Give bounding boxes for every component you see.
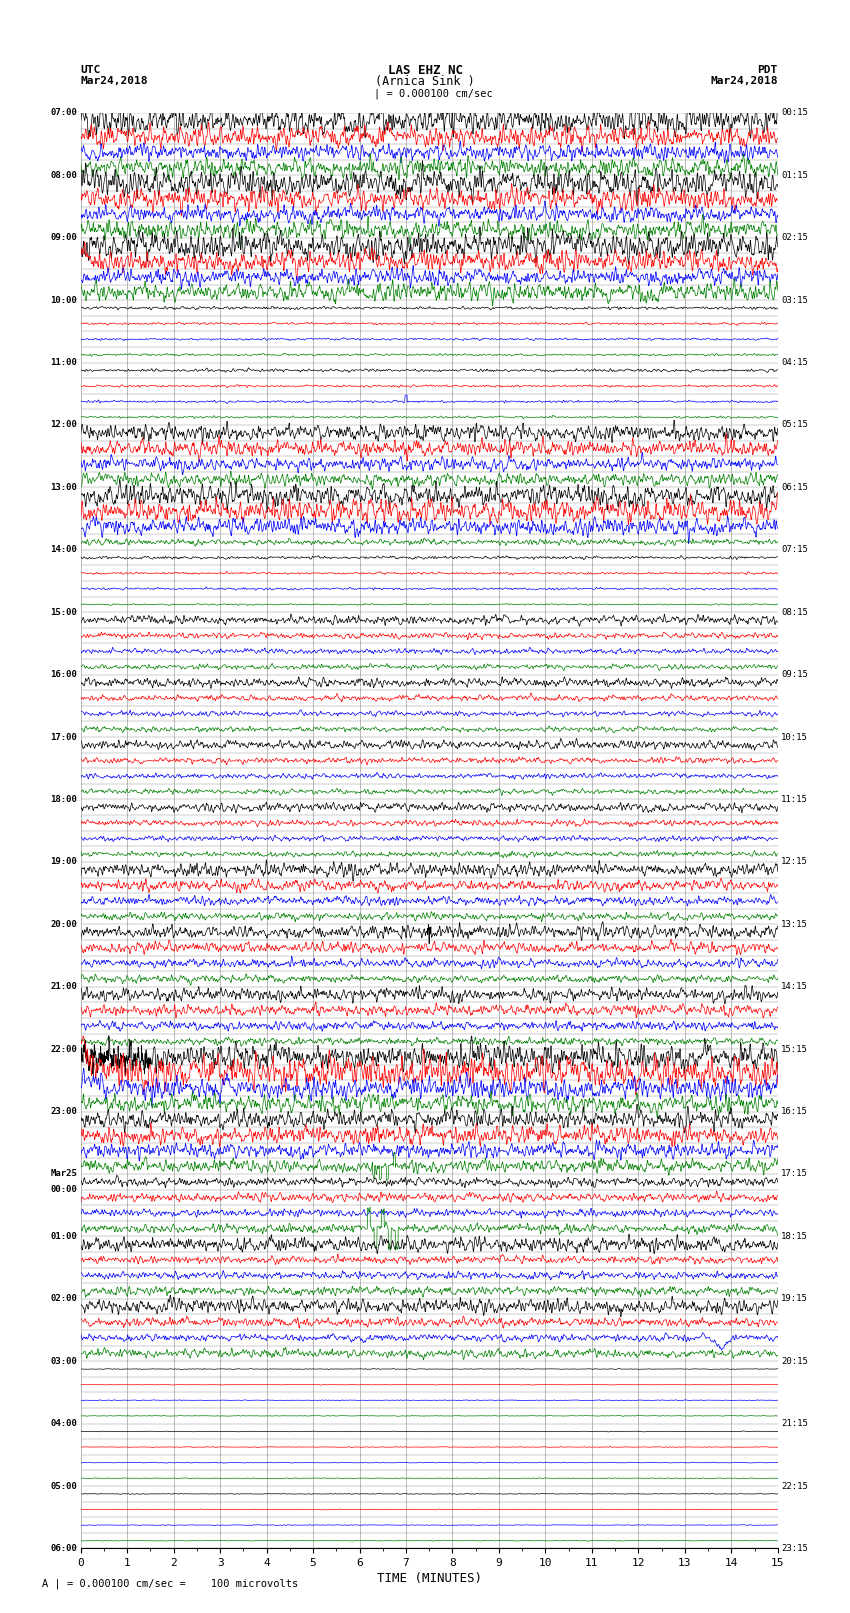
Text: 03:00: 03:00 <box>50 1357 77 1366</box>
Text: 07:15: 07:15 <box>781 545 808 555</box>
Text: 15:15: 15:15 <box>781 1045 808 1053</box>
Text: 20:15: 20:15 <box>781 1357 808 1366</box>
Text: 06:00: 06:00 <box>50 1544 77 1553</box>
Text: LAS EHZ NC: LAS EHZ NC <box>388 63 462 77</box>
Text: 13:15: 13:15 <box>781 919 808 929</box>
Text: 22:15: 22:15 <box>781 1482 808 1490</box>
Text: 12:00: 12:00 <box>50 421 77 429</box>
Text: 16:15: 16:15 <box>781 1107 808 1116</box>
Text: 01:15: 01:15 <box>781 171 808 179</box>
Text: 01:00: 01:00 <box>50 1232 77 1240</box>
Text: 11:00: 11:00 <box>50 358 77 368</box>
Text: 16:00: 16:00 <box>50 669 77 679</box>
Text: 05:00: 05:00 <box>50 1482 77 1490</box>
Text: 04:00: 04:00 <box>50 1419 77 1428</box>
Text: 11:15: 11:15 <box>781 795 808 803</box>
Text: 14:15: 14:15 <box>781 982 808 992</box>
Text: 19:15: 19:15 <box>781 1294 808 1303</box>
Text: 17:00: 17:00 <box>50 732 77 742</box>
Text: 09:00: 09:00 <box>50 234 77 242</box>
Text: 02:15: 02:15 <box>781 234 808 242</box>
Text: 20:00: 20:00 <box>50 919 77 929</box>
Text: 05:15: 05:15 <box>781 421 808 429</box>
Text: 21:15: 21:15 <box>781 1419 808 1428</box>
X-axis label: TIME (MINUTES): TIME (MINUTES) <box>377 1573 482 1586</box>
Text: 21:00: 21:00 <box>50 982 77 992</box>
Text: 22:00: 22:00 <box>50 1045 77 1053</box>
Text: 00:15: 00:15 <box>781 108 808 118</box>
Text: 13:00: 13:00 <box>50 482 77 492</box>
Text: 02:00: 02:00 <box>50 1294 77 1303</box>
Text: UTC: UTC <box>81 65 101 76</box>
Text: 07:00: 07:00 <box>50 108 77 118</box>
Text: 18:15: 18:15 <box>781 1232 808 1240</box>
Text: 09:15: 09:15 <box>781 669 808 679</box>
Text: 06:15: 06:15 <box>781 482 808 492</box>
Text: 23:15: 23:15 <box>781 1544 808 1553</box>
Text: Mar25: Mar25 <box>50 1169 77 1179</box>
Text: Mar24,2018: Mar24,2018 <box>81 76 148 87</box>
Text: 15:00: 15:00 <box>50 608 77 616</box>
Text: Mar24,2018: Mar24,2018 <box>711 76 778 87</box>
Text: 18:00: 18:00 <box>50 795 77 803</box>
Text: 03:15: 03:15 <box>781 295 808 305</box>
Text: A | = 0.000100 cm/sec =    100 microvolts: A | = 0.000100 cm/sec = 100 microvolts <box>42 1579 298 1589</box>
Text: (Arnica Sink ): (Arnica Sink ) <box>375 74 475 89</box>
Text: 00:00: 00:00 <box>50 1186 77 1194</box>
Text: PDT: PDT <box>757 65 778 76</box>
Text: 19:00: 19:00 <box>50 858 77 866</box>
Text: 04:15: 04:15 <box>781 358 808 368</box>
Text: | = 0.000100 cm/sec: | = 0.000100 cm/sec <box>374 89 493 98</box>
Text: 23:00: 23:00 <box>50 1107 77 1116</box>
Text: 14:00: 14:00 <box>50 545 77 555</box>
Text: 17:15: 17:15 <box>781 1169 808 1179</box>
Text: 08:00: 08:00 <box>50 171 77 179</box>
Text: 08:15: 08:15 <box>781 608 808 616</box>
Text: 10:15: 10:15 <box>781 732 808 742</box>
Text: 10:00: 10:00 <box>50 295 77 305</box>
Text: 12:15: 12:15 <box>781 858 808 866</box>
